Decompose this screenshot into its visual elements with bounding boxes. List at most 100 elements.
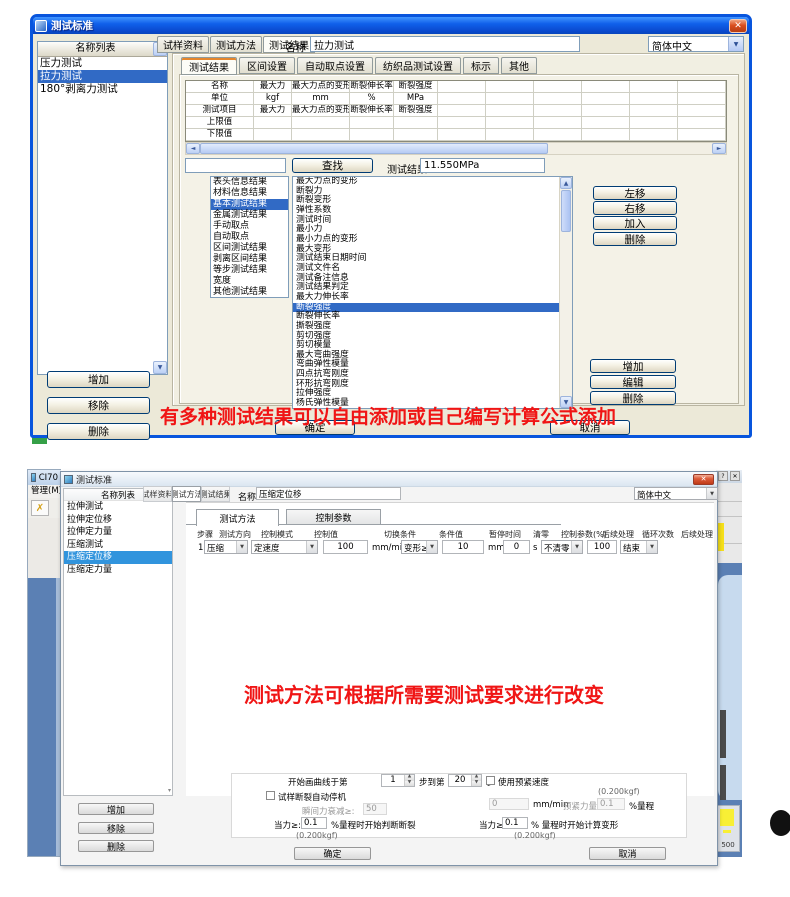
spin-up-icon[interactable]: ▲ — [405, 774, 414, 781]
result-list-item[interactable]: 测试备注信息 — [296, 272, 349, 283]
delete-standard-button[interactable]: 删除 — [78, 840, 154, 853]
scroll-left-button[interactable]: ◄ — [186, 143, 200, 154]
result-list-item[interactable]: 测试结果判定 — [296, 282, 349, 293]
result-list-item[interactable]: 最大弯曲强度 — [296, 349, 349, 360]
switch-condition-select[interactable]: 变形≥ ▼ — [401, 540, 438, 554]
deform-force-input[interactable] — [502, 817, 528, 829]
table-cell[interactable] — [394, 129, 438, 141]
cancel-button[interactable]: 取消 — [550, 420, 630, 435]
table-cell[interactable] — [678, 129, 726, 141]
result-list-item[interactable]: 测试文件名 — [296, 262, 340, 273]
curve-end-stepper[interactable]: 20 ▲ ▼ — [448, 774, 482, 787]
chevron-down-icon[interactable]: ▼ — [571, 541, 582, 553]
table-cell[interactable]: 断裂伸长率 — [350, 105, 394, 117]
table-cell[interactable]: 最大力 — [254, 105, 292, 117]
table-cell[interactable]: 断裂强度 — [394, 105, 438, 117]
table-cell[interactable]: 断裂伸长率 — [350, 81, 394, 93]
hscroll-thumb[interactable] — [200, 143, 549, 154]
name-list-item[interactable]: 180°剥离力测试 — [40, 83, 118, 95]
condition-value-input[interactable] — [442, 540, 484, 554]
scroll-down-button[interactable]: ▼ — [560, 396, 572, 408]
chevron-down-icon[interactable]: ▼ — [236, 541, 247, 553]
sub-tab[interactable]: 测试结果 — [181, 57, 237, 75]
main-tab[interactable]: 测试方法 — [210, 36, 262, 53]
category-list-item[interactable]: 区间测试结果 — [213, 243, 268, 253]
move-left-button[interactable]: 左移 — [593, 186, 677, 200]
table-cell[interactable]: mm — [292, 93, 350, 105]
result-list-item[interactable]: 最大变形 — [296, 243, 332, 254]
control-mode-select[interactable]: 定速度 ▼ — [251, 540, 318, 554]
language-select[interactable]: 简体中文 ▼ — [648, 36, 744, 52]
table-cell[interactable]: MPa — [394, 93, 438, 105]
result-list-item[interactable]: 剪切模量 — [296, 340, 332, 351]
table-cell[interactable] — [630, 129, 678, 141]
search-input[interactable] — [185, 158, 286, 173]
main-tab[interactable]: 试样资料 — [157, 36, 209, 53]
table-cell[interactable] — [254, 117, 292, 129]
table-cell[interactable] — [438, 93, 486, 105]
table-cell[interactable] — [678, 93, 726, 105]
table-cell[interactable] — [394, 117, 438, 129]
table-cell[interactable] — [438, 117, 486, 129]
table-cell[interactable] — [438, 129, 486, 141]
result-list-item[interactable]: 撕裂强度 — [296, 320, 332, 331]
table-cell[interactable]: 最大力点的变形 — [292, 81, 350, 93]
sub-tab-test-method[interactable]: 测试方法 — [196, 509, 279, 526]
result-list-item[interactable]: 断裂强度 — [293, 302, 559, 313]
table-cell[interactable] — [438, 81, 486, 93]
scroll-up-button[interactable]: ▲ — [560, 177, 572, 189]
titlebar[interactable]: 测试标准 ✕ — [33, 17, 749, 34]
table-cell[interactable] — [678, 105, 726, 117]
table-cell[interactable] — [350, 129, 394, 141]
standard-name-input[interactable] — [310, 36, 580, 52]
spinner-arrows[interactable]: ▲ ▼ — [404, 774, 414, 786]
close-button[interactable]: ✕ — [729, 18, 747, 33]
table-cell[interactable] — [630, 93, 678, 105]
delete-standard-button[interactable]: 删除 — [47, 423, 150, 440]
name-list-item[interactable]: 压缩定位移 — [64, 551, 172, 564]
main-tab[interactable]: 测试结果 — [263, 36, 315, 53]
preload-speed-input[interactable] — [489, 798, 529, 810]
language-select[interactable]: 简体中文 ▼ — [634, 487, 718, 500]
result-list-vscrollbar[interactable]: ▲ ▼ — [559, 177, 572, 408]
cancel-button[interactable]: 取消 — [589, 847, 666, 860]
ok-button[interactable]: 确定 — [275, 420, 355, 435]
table-cell[interactable] — [534, 129, 582, 141]
add-standard-button[interactable]: 增加 — [78, 803, 154, 816]
vscroll-track[interactable] — [560, 233, 572, 396]
insert-button[interactable]: 加入 — [593, 216, 677, 230]
titlebar[interactable]: 测试标准 ✕ — [61, 472, 717, 487]
break-force-input[interactable] — [301, 817, 327, 829]
clear-select[interactable]: 不清零 ▼ — [541, 540, 583, 554]
result-list-item[interactable]: 杨氏弹性模量 — [296, 398, 349, 409]
name-list-item[interactable]: 拉伸定位移 — [67, 514, 113, 525]
curve-start-stepper[interactable]: 1 ▲ ▼ — [381, 774, 415, 787]
spin-up-icon[interactable]: ▲ — [472, 774, 481, 781]
result-list-item[interactable]: 拉伸强度 — [296, 388, 332, 399]
delete-formula-button[interactable]: 删除 — [590, 391, 676, 405]
spin-down-icon[interactable]: ▼ — [405, 780, 414, 786]
control-value-input[interactable] — [323, 540, 368, 554]
category-list-item[interactable]: 手动取点 — [213, 221, 250, 231]
table-cell[interactable]: 最大力点的变形 — [292, 105, 350, 117]
delete-result-button[interactable]: 删除 — [593, 232, 677, 246]
table-cell[interactable] — [630, 117, 678, 129]
result-list-item[interactable]: 环形抗弯刚度 — [296, 378, 349, 389]
table-cell[interactable] — [254, 129, 292, 141]
category-list-item[interactable]: 金属测试结果 — [213, 210, 268, 220]
result-list-item[interactable]: 断裂力 — [296, 185, 323, 196]
table-cell[interactable] — [486, 81, 534, 93]
menu-item-manage[interactable]: 管理(M) — [28, 485, 61, 498]
table-cell[interactable] — [534, 93, 582, 105]
preload-checkbox[interactable] — [486, 776, 495, 785]
result-list-item[interactable]: 弹性系数 — [296, 204, 332, 215]
table-cell[interactable]: % — [350, 93, 394, 105]
standard-name-input[interactable] — [256, 487, 401, 500]
result-list-item[interactable]: 剪切强度 — [296, 330, 332, 341]
table-cell[interactable] — [582, 81, 630, 93]
category-list-item[interactable]: 等步测试结果 — [213, 265, 268, 275]
table-cell[interactable] — [350, 117, 394, 129]
table-hscrollbar[interactable]: ◄ ► — [185, 142, 727, 155]
category-list-item[interactable]: 剥离区间结果 — [213, 254, 268, 264]
sub-tab[interactable]: 区间设置 — [239, 57, 295, 74]
